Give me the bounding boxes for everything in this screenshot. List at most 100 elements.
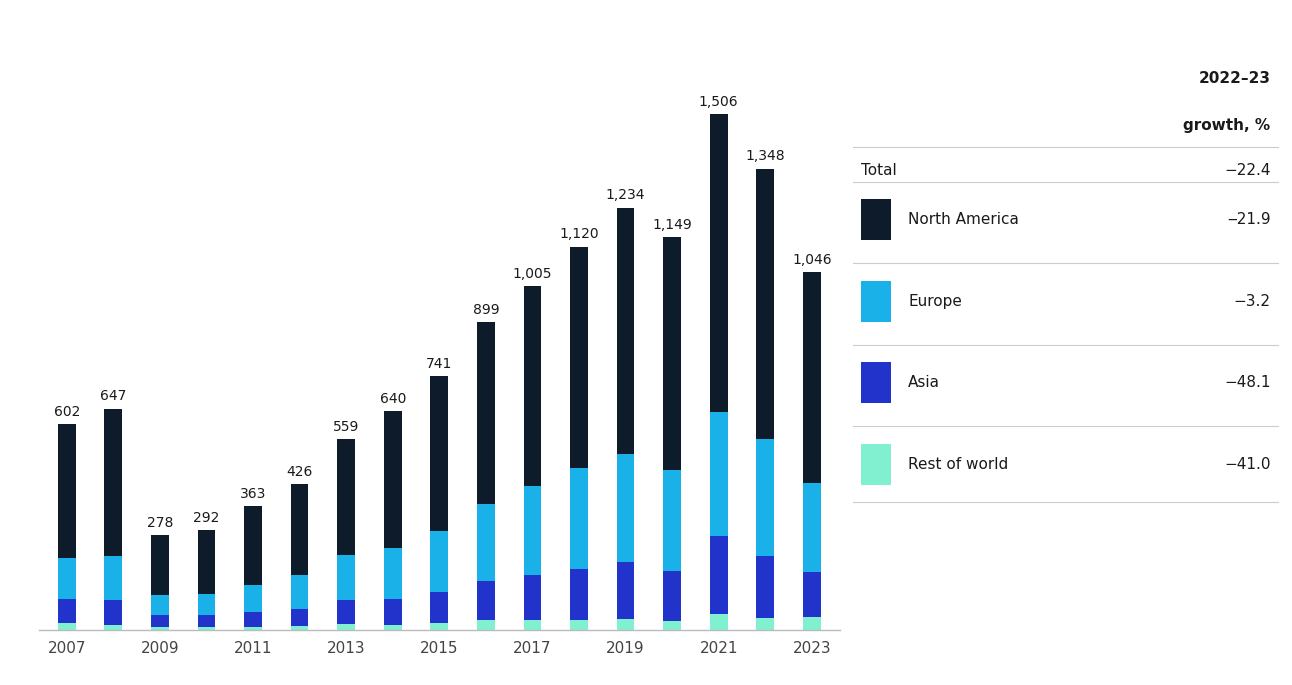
Text: 602: 602 (53, 405, 80, 419)
Bar (709, 412, 727, 536)
Bar (663, 621, 681, 630)
Text: 1,506: 1,506 (699, 95, 739, 110)
Bar (244, 506, 262, 585)
Bar (337, 439, 355, 555)
Text: Europe: Europe (908, 294, 963, 309)
Text: growth, %: growth, % (1183, 118, 1270, 133)
Bar (523, 486, 541, 575)
Bar (709, 536, 727, 614)
Bar (477, 323, 495, 504)
Text: North America: North America (908, 212, 1019, 227)
Bar (105, 556, 123, 600)
Bar (616, 454, 634, 562)
Bar (291, 626, 309, 630)
Bar (291, 484, 309, 575)
Text: 363: 363 (240, 487, 266, 501)
Bar (151, 595, 169, 615)
Bar (244, 627, 262, 630)
Bar (58, 599, 75, 623)
Bar (337, 600, 355, 625)
Bar (477, 621, 495, 630)
Text: 1,348: 1,348 (745, 149, 786, 164)
Bar (430, 592, 448, 623)
Text: 1,046: 1,046 (792, 253, 832, 267)
Text: ‒21.9: ‒21.9 (1227, 212, 1270, 227)
Text: Asia: Asia (908, 375, 941, 390)
Text: −22.4: −22.4 (1224, 163, 1270, 177)
Bar (663, 237, 681, 470)
Text: 1,149: 1,149 (652, 218, 693, 232)
Bar (244, 612, 262, 627)
FancyBboxPatch shape (862, 444, 891, 485)
Bar (105, 625, 123, 630)
Bar (384, 625, 402, 630)
Bar (430, 531, 448, 592)
Bar (477, 504, 495, 581)
Text: 640: 640 (380, 392, 406, 406)
Text: −3.2: −3.2 (1234, 294, 1270, 309)
Text: 1,005: 1,005 (513, 267, 552, 281)
Bar (616, 208, 634, 454)
Bar (804, 616, 820, 630)
Bar (198, 627, 216, 630)
Bar (384, 548, 402, 599)
Text: 559: 559 (333, 420, 359, 434)
Bar (105, 600, 123, 625)
Bar (709, 614, 727, 630)
Text: 899: 899 (473, 303, 499, 317)
Bar (616, 619, 634, 630)
Bar (570, 468, 588, 569)
Text: 1,234: 1,234 (606, 188, 645, 203)
Bar (523, 575, 541, 620)
Bar (709, 114, 727, 412)
Text: Rest of world: Rest of world (908, 457, 1008, 472)
Bar (384, 599, 402, 625)
Bar (756, 556, 774, 618)
Bar (430, 623, 448, 630)
Text: 426: 426 (287, 465, 313, 479)
Bar (570, 247, 588, 467)
Bar (523, 286, 541, 486)
Bar (430, 377, 448, 530)
Bar (616, 562, 634, 619)
Text: 292: 292 (194, 511, 220, 525)
Bar (384, 411, 402, 548)
Bar (151, 615, 169, 627)
Bar (198, 593, 216, 615)
Bar (58, 558, 75, 599)
Bar (663, 470, 681, 571)
Bar (804, 272, 820, 484)
Bar (756, 439, 774, 556)
FancyBboxPatch shape (862, 281, 891, 322)
Bar (523, 620, 541, 630)
Text: 647: 647 (99, 390, 127, 403)
Text: −48.1: −48.1 (1224, 375, 1270, 390)
Bar (151, 627, 169, 630)
Bar (151, 535, 169, 595)
Text: 2022–23: 2022–23 (1199, 71, 1270, 86)
Text: Total: Total (862, 163, 897, 177)
Bar (337, 555, 355, 600)
FancyBboxPatch shape (862, 362, 891, 403)
Bar (756, 618, 774, 630)
Bar (58, 623, 75, 630)
Bar (198, 530, 216, 593)
Text: 278: 278 (147, 516, 173, 530)
Bar (58, 424, 75, 558)
Bar (105, 408, 123, 556)
Bar (804, 484, 820, 573)
Bar (756, 169, 774, 439)
Bar (663, 571, 681, 621)
Bar (570, 620, 588, 630)
Text: 741: 741 (426, 358, 452, 371)
Text: 1,120: 1,120 (559, 227, 598, 242)
Bar (337, 625, 355, 630)
Bar (570, 569, 588, 620)
Bar (198, 615, 216, 627)
Bar (244, 585, 262, 612)
Text: −41.0: −41.0 (1224, 457, 1270, 472)
Bar (804, 573, 820, 616)
FancyBboxPatch shape (862, 199, 891, 240)
Bar (291, 575, 309, 610)
Bar (291, 610, 309, 626)
